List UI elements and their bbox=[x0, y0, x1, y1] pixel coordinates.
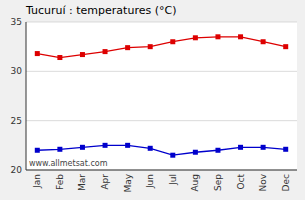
marker bbox=[80, 52, 85, 57]
y-tick-label: 20 bbox=[11, 165, 23, 175]
y-tick-label: 35 bbox=[11, 17, 22, 27]
grid-line bbox=[26, 120, 297, 121]
x-tick-label: May bbox=[123, 173, 133, 192]
x-tick-label: Feb bbox=[55, 174, 65, 190]
marker bbox=[103, 49, 108, 54]
chart-container: Tucuruí : temperatures (°C) 20 25 30 35 Jan Fe… bbox=[0, 0, 305, 200]
marker bbox=[238, 145, 243, 150]
title: Tucuruí : temperatures (°C) bbox=[25, 4, 176, 17]
marker bbox=[148, 146, 153, 151]
marker bbox=[148, 44, 153, 49]
x-tick-label: Oct bbox=[236, 174, 246, 190]
plot-background bbox=[26, 22, 297, 170]
marker bbox=[283, 147, 288, 152]
y-axis-line bbox=[26, 22, 27, 170]
marker bbox=[170, 153, 175, 158]
marker bbox=[238, 34, 243, 39]
x-axis-line bbox=[26, 170, 297, 171]
marker bbox=[35, 148, 40, 153]
marker bbox=[57, 55, 62, 60]
chart: Tucuruí : temperatures (°C) 20 25 30 35 Jan Fe… bbox=[0, 0, 305, 200]
marker bbox=[261, 145, 266, 150]
grid-line bbox=[26, 22, 297, 23]
y-tick-label: 25 bbox=[11, 116, 22, 126]
y-tick-label: 30 bbox=[11, 66, 23, 76]
x-tick-label: Dec bbox=[281, 174, 291, 191]
x-tick-label: Mar bbox=[77, 174, 87, 191]
annotation: www.allmetsat.com bbox=[29, 159, 108, 168]
marker bbox=[125, 45, 130, 50]
plot-marks bbox=[35, 34, 288, 157]
x-tick-label: Sep bbox=[213, 174, 223, 191]
x-tick-label: Jul bbox=[168, 174, 178, 186]
x-tick-label: Jun bbox=[145, 174, 155, 189]
marker bbox=[170, 39, 175, 44]
x-tick-label: Jan bbox=[32, 174, 42, 189]
x-tick-label: Aug bbox=[190, 174, 200, 192]
marker bbox=[103, 143, 108, 148]
series-line bbox=[37, 37, 285, 58]
marker bbox=[283, 44, 288, 49]
marker bbox=[80, 145, 85, 150]
series-line bbox=[37, 145, 285, 155]
marker bbox=[57, 147, 62, 152]
marker bbox=[193, 150, 198, 155]
x-tick-label: Nov bbox=[258, 173, 268, 191]
grid-line bbox=[26, 71, 297, 72]
marker bbox=[125, 143, 130, 148]
x-tick-label: Apr bbox=[100, 174, 110, 190]
marker bbox=[193, 35, 198, 40]
marker bbox=[35, 51, 40, 56]
marker bbox=[215, 148, 220, 153]
grid-line bbox=[26, 170, 297, 171]
marker bbox=[215, 34, 220, 39]
marker bbox=[261, 39, 266, 44]
